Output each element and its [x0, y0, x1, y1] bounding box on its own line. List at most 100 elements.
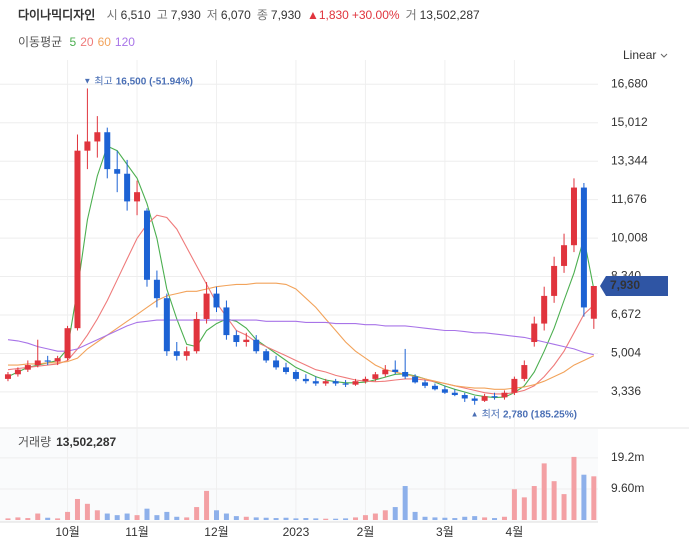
- annotation-value: 2,780 (185.25%): [503, 409, 577, 420]
- candle-body: [481, 396, 488, 401]
- annotation-marker: ▼: [83, 77, 91, 86]
- header-change: ▲1,830: [306, 8, 349, 22]
- ma-line: [7, 319, 594, 356]
- volume-bar: [511, 489, 517, 520]
- volume-bar: [541, 463, 547, 520]
- header-label: 저: [206, 8, 218, 22]
- candle-body: [531, 323, 538, 343]
- candle-body: [94, 132, 101, 142]
- y-tick-label: 15,012: [611, 115, 648, 129]
- candle-body: [461, 395, 468, 399]
- candle-body: [193, 318, 200, 352]
- volume-bar: [233, 516, 239, 520]
- volume-title-value: 13,502,287: [56, 435, 116, 449]
- ma-legend-item: 60: [97, 35, 111, 49]
- last-price-label: 7,930: [610, 278, 640, 292]
- annotation-label: 최고: [94, 75, 112, 87]
- y-tick-label: 16,680: [611, 76, 648, 90]
- x-tick-label: 4월: [506, 525, 524, 539]
- candle-body: [203, 293, 210, 319]
- volume-bar: [223, 513, 229, 520]
- candle-body: [14, 369, 21, 375]
- dropdown-caret[interactable]: [660, 53, 668, 58]
- candle-body: [551, 265, 558, 296]
- volume-bar: [323, 518, 329, 520]
- volume-bar: [343, 518, 349, 520]
- candle-body: [590, 285, 597, 319]
- volume-bar: [333, 518, 339, 520]
- ma-legend-item: 20: [80, 35, 94, 49]
- header-label: 거: [405, 8, 417, 22]
- volume-bar: [184, 517, 190, 520]
- header-change-pct: +30.00%: [351, 8, 400, 22]
- ma-legend-item: 120: [114, 35, 135, 49]
- candle-body: [173, 351, 180, 356]
- volume-bar: [273, 518, 279, 520]
- x-tick-label: 12월: [204, 525, 228, 539]
- volume-bar: [5, 518, 11, 520]
- volume-bar: [362, 515, 368, 520]
- candle-body: [74, 150, 81, 329]
- candle-body: [570, 187, 577, 246]
- header-label: 고: [156, 8, 168, 22]
- volume-bar: [581, 474, 587, 520]
- volume-bar: [372, 513, 378, 520]
- candle-body: [273, 360, 280, 368]
- ma-line: [7, 145, 595, 399]
- y-tick-label: 9.60m: [611, 481, 644, 495]
- candle-body: [283, 367, 290, 372]
- y-tick-label: 6,672: [611, 307, 641, 321]
- volume-title: 거래량 13,502,287: [18, 435, 117, 449]
- volume-bar: [561, 494, 567, 520]
- header-value: 7,930: [170, 8, 201, 22]
- y-tick-label: 19.2m: [611, 450, 644, 464]
- volume-pane: [0, 429, 598, 522]
- y-tick-label: 11,676: [611, 192, 647, 206]
- volume-bar: [452, 518, 458, 520]
- candle-body: [312, 381, 319, 384]
- candle-body: [501, 392, 508, 398]
- x-tick-label: 11월: [125, 525, 149, 539]
- x-tick-label: 2월: [357, 525, 375, 539]
- volume-bar: [204, 490, 210, 520]
- ma-legend-item: 5: [69, 35, 77, 49]
- header-label: 시: [106, 8, 118, 22]
- volume-bar: [472, 516, 478, 520]
- candle-body: [292, 371, 299, 379]
- header-value: 6,070: [220, 8, 251, 22]
- volume-bar: [164, 511, 170, 520]
- candle-body: [134, 192, 141, 202]
- ma-title: 이동평균: [18, 35, 63, 49]
- candle-body: [24, 365, 31, 370]
- volume-bar: [45, 517, 51, 520]
- candle-body: [84, 141, 91, 151]
- x-tick-label: 10월: [55, 525, 79, 539]
- volume-bar: [194, 507, 200, 520]
- candle-body: [213, 293, 220, 308]
- candle-body: [302, 378, 309, 382]
- extreme-annotation: ▼ 최고 16,500 (-51.94%): [83, 75, 193, 87]
- candle-body: [541, 295, 548, 324]
- header-value: 7,930: [270, 8, 301, 22]
- volume-bar: [154, 515, 160, 520]
- header-value: 6,510: [120, 8, 151, 22]
- candle-body: [580, 187, 587, 308]
- volume-bar: [501, 516, 507, 520]
- candle-body: [412, 376, 419, 383]
- scale-label[interactable]: Linear: [623, 48, 656, 62]
- volume-bar: [283, 517, 289, 520]
- candle-body: [253, 339, 260, 352]
- volume-bar: [253, 517, 259, 520]
- y-tick-label: 5,004: [611, 346, 641, 360]
- candle-body: [4, 374, 11, 379]
- volume-bar: [35, 513, 41, 520]
- volume-bar: [124, 513, 130, 520]
- candle-body: [431, 385, 438, 390]
- volume-bar: [303, 518, 309, 520]
- volume-bar: [263, 517, 269, 520]
- candle-body: [422, 382, 429, 386]
- candle-body: [263, 351, 270, 361]
- volume-bar: [591, 476, 597, 520]
